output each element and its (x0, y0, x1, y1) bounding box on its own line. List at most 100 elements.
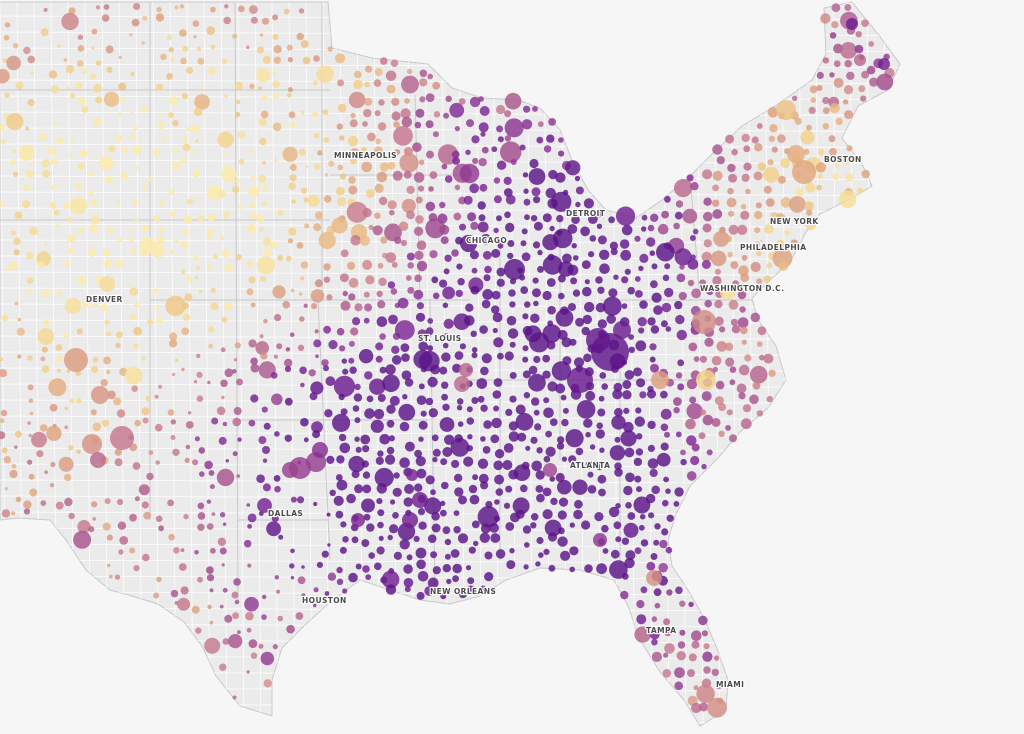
county-bubble (659, 539, 668, 549)
county-bubble (377, 122, 387, 131)
county-bubble (129, 287, 138, 296)
county-bubble (755, 202, 762, 209)
county-bubble (457, 421, 464, 427)
county-bubble (77, 34, 84, 40)
county-bubble (432, 456, 438, 463)
county-bubble (129, 33, 133, 37)
county-bubble (621, 276, 629, 284)
county-bubble (48, 378, 67, 397)
county-bubble (431, 434, 439, 442)
county-bubble (150, 244, 165, 258)
county-bubble (303, 303, 308, 308)
county-bubble (354, 417, 361, 424)
county-bubble (133, 326, 143, 336)
county-bubble (274, 485, 281, 493)
county-bubble (210, 547, 216, 554)
county-bubble (665, 488, 671, 495)
county-bubble (272, 644, 278, 650)
county-bubble (407, 262, 415, 269)
county-bubble (426, 150, 434, 159)
county-bubble (517, 267, 524, 274)
county-bubble (92, 422, 102, 432)
county-bubble (513, 464, 531, 482)
county-bubble (398, 221, 409, 231)
county-bubble (426, 345, 434, 352)
city-label-miami: MIAMI (716, 680, 744, 689)
county-bubble (651, 638, 658, 646)
county-bubble (103, 4, 110, 10)
county-bubble (76, 60, 84, 67)
county-bubble (9, 261, 18, 271)
county-bubble (245, 611, 254, 621)
county-bubble (404, 441, 415, 452)
county-bubble (250, 302, 256, 308)
county-bubble (350, 327, 359, 336)
city-label-atlanta: ATLANTA (570, 461, 610, 470)
county-bubble (599, 249, 610, 260)
county-bubble (273, 158, 278, 163)
county-bubble (515, 509, 525, 519)
county-bubble (664, 195, 671, 203)
county-bubble (775, 213, 786, 224)
county-bubble (186, 126, 191, 132)
county-bubble (492, 327, 498, 334)
county-bubble (114, 448, 122, 456)
county-bubble (114, 458, 123, 467)
county-bubble (110, 426, 134, 450)
county-bubble (197, 512, 206, 520)
county-bubble (339, 546, 347, 554)
county-bubble (154, 423, 163, 432)
county-bubble (26, 289, 32, 294)
county-bubble (221, 58, 228, 64)
county-bubble (403, 577, 414, 588)
county-bubble (386, 446, 395, 455)
county-bubble (179, 29, 187, 37)
county-bubble (261, 94, 268, 101)
county-bubble (81, 106, 89, 113)
county-bubble (339, 173, 347, 180)
county-bubble (170, 211, 177, 217)
county-bubble (393, 472, 400, 479)
county-bubble (493, 227, 499, 234)
county-bubble (431, 512, 440, 521)
county-bubble (153, 215, 161, 222)
county-bubble (686, 378, 698, 390)
county-bubble (156, 576, 162, 583)
county-bubble (23, 184, 31, 191)
county-bubble (612, 389, 623, 400)
county-bubble (170, 57, 175, 63)
county-bubble (368, 224, 374, 231)
county-bubble (649, 629, 660, 640)
county-bubble (288, 227, 297, 236)
county-bubble (206, 523, 214, 530)
county-bubble (567, 224, 578, 234)
county-bubble (321, 550, 329, 558)
county-bubble (829, 32, 837, 39)
county-bubble (186, 276, 192, 283)
county-bubble (700, 409, 707, 416)
county-bubble (406, 210, 415, 220)
county-bubble (284, 397, 293, 406)
county-bubble (141, 356, 146, 361)
county-bubble (348, 91, 366, 109)
county-bubble (262, 55, 271, 64)
county-bubble (442, 447, 453, 457)
county-bubble (431, 276, 439, 284)
county-bubble (4, 92, 10, 98)
county-bubble (560, 394, 567, 401)
county-bubble (493, 405, 500, 412)
county-bubble (654, 523, 661, 530)
county-bubble (455, 289, 463, 298)
county-bubble (250, 16, 258, 24)
county-bubble (453, 212, 462, 221)
county-bubble (805, 182, 816, 193)
county-bubble (400, 343, 410, 352)
county-bubble (296, 242, 304, 249)
county-bubble (185, 444, 191, 450)
county-bubble (13, 171, 18, 177)
county-bubble (366, 523, 375, 532)
county-bubble (542, 354, 551, 363)
county-bubble (42, 169, 51, 179)
